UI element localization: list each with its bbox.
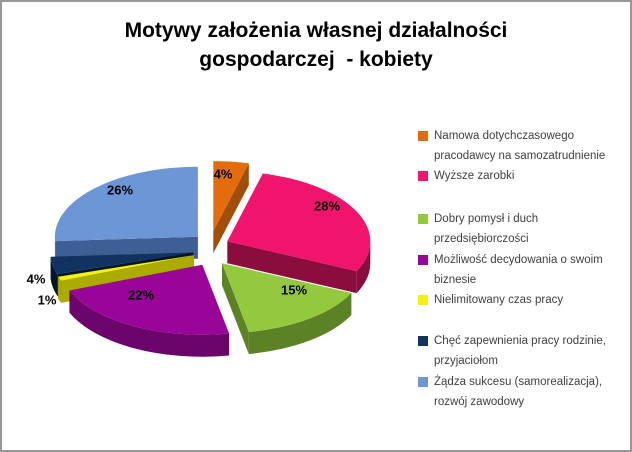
pie-label-4: 1%	[38, 293, 57, 308]
pie-slice-1-cut[interactable]	[227, 241, 357, 294]
pie-label-3: 22%	[128, 288, 154, 303]
pie-slice-2-cut[interactable]	[222, 263, 249, 354]
pie-slice-4-top[interactable]	[58, 255, 195, 281]
legend-label-line: przyjaciołom	[434, 354, 498, 367]
pie-slice-2-top[interactable]	[222, 263, 352, 332]
legend-item-3[interactable]: Możliwość decydowania o swoim biznesie	[418, 251, 603, 290]
chart-title: Motywy założenia własnej działalności go…	[2, 16, 630, 74]
legend-label: Wyższe zarobki	[434, 167, 514, 187]
legend-item-6[interactable]: Żądza sukcesu (samorealizacja), rozwój za…	[418, 373, 602, 412]
pie-slice-4-side[interactable]	[58, 276, 62, 303]
legend-item-1[interactable]: Wyższe zarobki	[418, 167, 514, 187]
pie-slice-1-side[interactable]	[356, 241, 371, 294]
legend-label: Nielimitowany czas pracy	[434, 291, 563, 311]
legend-label-line: przedsiębiorczości	[434, 232, 529, 245]
pie-slice-1-top[interactable]	[227, 173, 371, 272]
legend-label-line: Nielimitowany czas pracy	[434, 294, 564, 306]
legend-swatch-icon	[418, 377, 428, 387]
legend-swatch-icon	[418, 255, 428, 265]
pie-slice-2-side[interactable]	[248, 293, 352, 354]
legend-label-line: Możliwość decydowania o swoim	[434, 254, 603, 266]
legend-label: Możliwość decydowania o swoim biznesie	[434, 251, 603, 290]
legend-label-line: Żądza sukcesu (samorealizacja),	[434, 376, 603, 388]
legend-swatch-icon	[418, 336, 428, 346]
pie-slice-0-cut[interactable]	[213, 163, 249, 254]
legend-label: Żądza sukcesu (samorealizacja), rozwój za…	[434, 373, 602, 412]
pie-slice-5-top[interactable]	[50, 252, 194, 274]
legend-label: Namowa dotychczasowego pracodawcy na samo…	[434, 127, 605, 166]
legend-label-line: Dobry pomysł i duch	[434, 213, 539, 225]
legend-swatch-icon	[418, 214, 428, 224]
legend-label-line: Namowa dotychczasowego	[434, 130, 574, 142]
pie-slice-5-side[interactable]	[50, 256, 58, 296]
pie-label-0: 4%	[214, 167, 233, 182]
chart-title-line2: gospodarczej - kobiety	[199, 48, 433, 71]
legend-item-4[interactable]: Nielimitowany czas pracy	[418, 291, 563, 311]
pie-label-6: 26%	[107, 183, 133, 198]
legend-label-line: rozwój zawodowy	[434, 395, 525, 408]
legend-item-2[interactable]: Dobry pomysł i duch przedsiębiorczości	[418, 210, 538, 249]
legend-swatch-icon	[418, 131, 428, 141]
pie-slice-0-top[interactable]	[213, 161, 249, 232]
legend-swatch-icon	[418, 171, 428, 181]
legend-label-line: biznesie	[434, 273, 477, 286]
legend-label: Chęć zapewnienia pracy rodzinie, przyjaci…	[434, 332, 606, 371]
legend: Namowa dotychczasowego pracodawcy na samo…	[418, 2, 626, 450]
pie-label-5: 4%	[27, 272, 46, 287]
legend-label-line: Chęć zapewnienia pracy rodzinie,	[434, 335, 606, 347]
pie-label-1: 28%	[314, 199, 340, 214]
pie-slice-3-side[interactable]	[69, 290, 230, 357]
legend-item-0[interactable]: Namowa dotychczasowego pracodawcy na samo…	[418, 127, 605, 166]
pie-slice-6-top[interactable]	[54, 166, 198, 242]
legend-item-5[interactable]: Chęć zapewnienia pracy rodzinie, przyjaci…	[418, 332, 606, 371]
pie-slice-3-top[interactable]	[69, 264, 230, 335]
pie-label-2: 15%	[281, 283, 307, 298]
legend-label: Dobry pomysł i duch przedsiębiorczości	[434, 210, 538, 249]
legend-swatch-icon	[418, 295, 428, 305]
chart-title-line1: Motywy założenia własnej działalności	[124, 19, 508, 42]
legend-label-line: pracodawcy na samozatrudnienie	[434, 149, 606, 162]
legend-label-line: Wyższe zarobki	[434, 170, 515, 182]
